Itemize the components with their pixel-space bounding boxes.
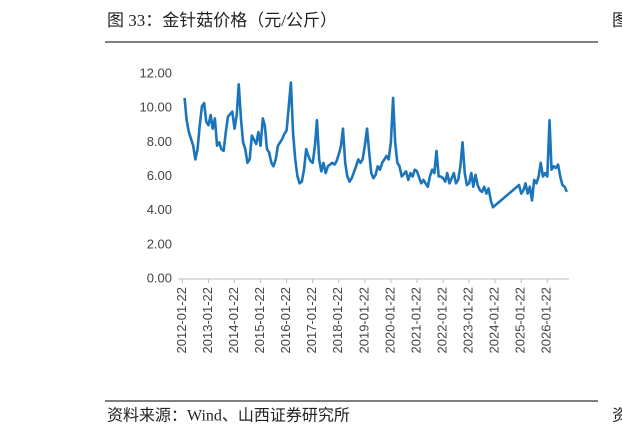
source-note: 资料来源：Wind、山西证券研究所	[107, 407, 350, 425]
x-tick-label: 2015-01-22	[252, 287, 267, 354]
x-tick-label: 2021-01-22	[408, 287, 423, 354]
x-tick-label: 2025-01-22	[513, 287, 528, 354]
x-tick-label: 2024-01-22	[487, 287, 502, 354]
x-tick-label: 2017-01-22	[304, 287, 319, 354]
x-tick-label: 2026-01-22	[539, 287, 554, 354]
y-tick-label: 8.00	[147, 134, 172, 149]
x-tick-label: 2012-01-22	[174, 287, 189, 354]
chart-title: 图 33：金针菇价格（元/公斤）	[107, 11, 337, 30]
y-tick-label: 12.00	[139, 65, 172, 80]
y-tick-label: 6.00	[147, 168, 172, 183]
x-tick-label: 2013-01-22	[200, 287, 215, 354]
neighbor-fragment: 图	[612, 11, 622, 30]
neighbor-fragment: 资	[612, 407, 622, 425]
y-tick-label: 2.00	[147, 236, 172, 251]
x-tick-label: 2018-01-22	[330, 287, 345, 354]
x-tick-label: 2020-01-22	[382, 287, 397, 354]
x-tick-label: 2022-01-22	[434, 287, 449, 354]
x-tick-label: 2016-01-22	[278, 287, 293, 354]
y-tick-label: 0.00	[147, 270, 172, 285]
y-tick-label: 10.00	[139, 100, 172, 115]
x-tick-label: 2023-01-22	[461, 287, 476, 354]
x-tick-label: 2014-01-22	[226, 287, 241, 354]
price-line	[183, 81, 568, 209]
x-tick-label: 2019-01-22	[356, 287, 371, 354]
y-tick-label: 4.00	[147, 202, 172, 217]
